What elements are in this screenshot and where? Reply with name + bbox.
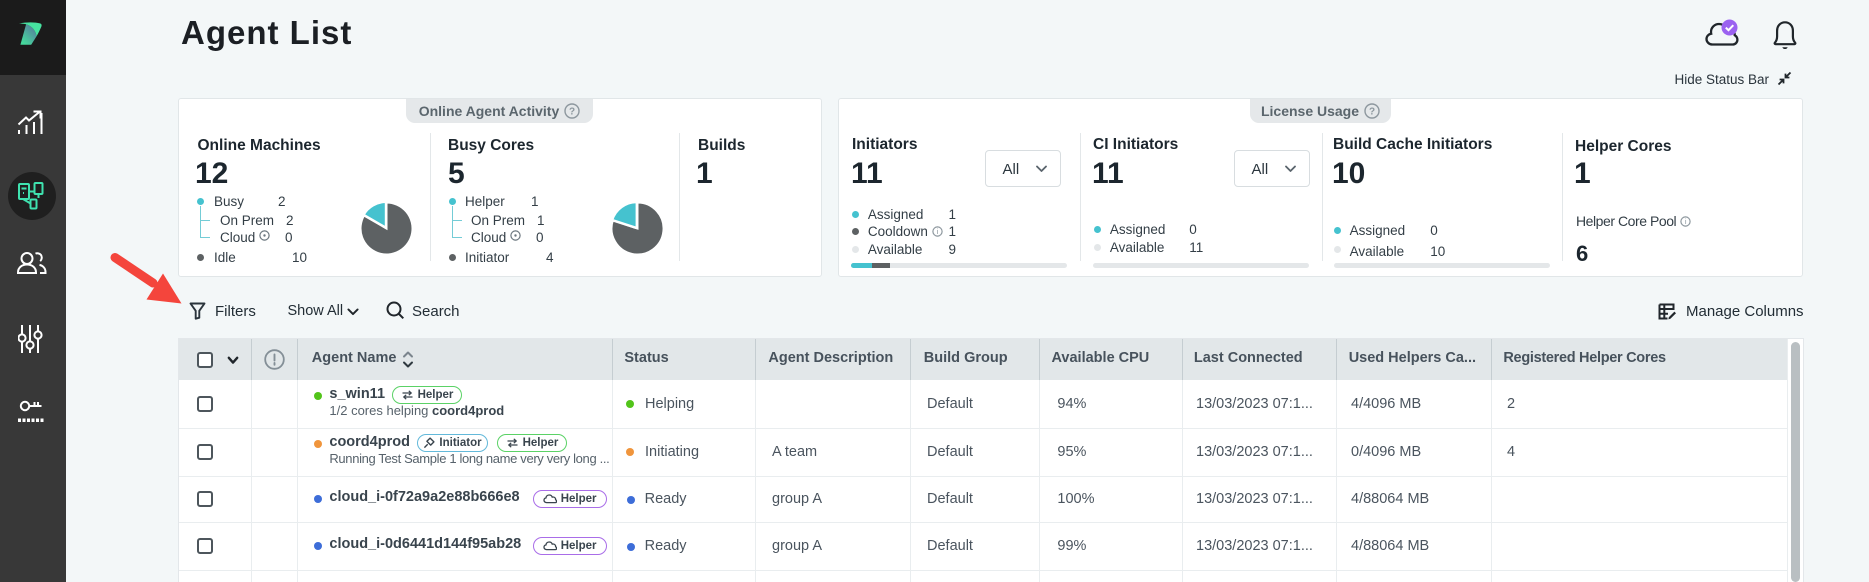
svg-text:?: ?	[1369, 107, 1375, 118]
svg-text:i: i	[1685, 217, 1687, 226]
svg-text:?: ?	[569, 107, 575, 118]
svg-text:i: i	[937, 227, 939, 236]
